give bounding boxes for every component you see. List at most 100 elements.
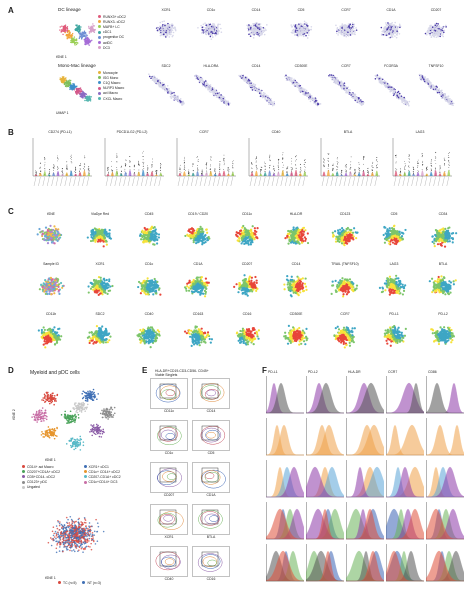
legend-label: C1Q Macro (103, 80, 121, 85)
cell-point (64, 31, 66, 34)
cell-point (350, 29, 353, 32)
cell-point (352, 23, 354, 26)
cell-point (63, 30, 65, 32)
cell-point (78, 88, 80, 91)
cell-point (202, 23, 205, 26)
violin-point (134, 165, 135, 167)
cell-point (425, 80, 428, 83)
cell-point (77, 25, 80, 28)
cell-point (173, 95, 176, 98)
violin-point (116, 161, 118, 163)
cell-point (86, 97, 88, 100)
cell-point (221, 95, 224, 97)
cell-point (75, 88, 78, 90)
cell-point (214, 32, 217, 34)
violin-point (83, 166, 85, 168)
cell-point (62, 82, 64, 84)
cell-point (387, 24, 389, 27)
cell-point (167, 89, 170, 92)
dc-marker-row: XCR1 CD1c CD14 CD5 CCR7 CD1A CD207 (145, 8, 465, 60)
cell-point (336, 30, 338, 33)
cell-point (64, 26, 66, 29)
cell-point (339, 28, 342, 30)
cell-point (298, 88, 301, 91)
cell-point (217, 24, 219, 27)
cell-point (212, 29, 215, 32)
cell-point (158, 82, 161, 85)
cell-point (378, 80, 380, 82)
cell-point (399, 97, 401, 99)
violin-point (155, 173, 157, 174)
cell-point (259, 95, 262, 98)
cell-point (441, 34, 443, 36)
cell-point (436, 90, 439, 92)
violin-point (39, 168, 41, 169)
cell-point (392, 91, 395, 94)
cell-point (69, 31, 71, 34)
violin-point (53, 164, 55, 165)
cell-point (402, 102, 405, 105)
violin-point (138, 160, 140, 162)
violin-point (151, 166, 153, 168)
cell-point (436, 91, 439, 94)
cell-point (385, 22, 387, 24)
legend-label: CXCL Macro (103, 96, 123, 101)
cell-point (443, 97, 446, 99)
cell-point (172, 96, 175, 99)
cell-point (220, 97, 223, 100)
cell-point (260, 94, 263, 96)
cell-point (61, 25, 63, 27)
cell-point (197, 78, 199, 81)
violin-point (87, 168, 89, 170)
violin-point (143, 166, 144, 167)
cell-point (385, 32, 388, 35)
cell-point (388, 33, 390, 35)
cell-point (376, 74, 379, 76)
violin-point (88, 170, 90, 172)
cell-point (246, 25, 249, 27)
violin-point (125, 159, 127, 161)
cell-point (443, 29, 446, 32)
cell-point (443, 96, 446, 98)
violin-point (179, 171, 181, 172)
cell-point (64, 85, 67, 88)
violin-point (151, 164, 153, 166)
violin-point (44, 168, 46, 170)
cell-point (354, 97, 356, 100)
cell-point (435, 22, 438, 25)
cell-point (93, 25, 96, 27)
cell-point (293, 80, 296, 83)
cell-point (220, 99, 222, 102)
cell-point (162, 86, 164, 89)
feature-plot-title: CCR7 (341, 8, 351, 12)
violin-point (179, 166, 181, 168)
cell-point (438, 25, 441, 27)
legend-swatch (98, 86, 101, 90)
cell-point (393, 89, 396, 92)
cell-point (351, 96, 354, 99)
cell-point (204, 22, 206, 25)
cell-point (269, 101, 272, 104)
cell-point (341, 83, 344, 86)
cell-point (87, 42, 90, 44)
cell-point (354, 33, 356, 36)
cell-point (162, 33, 165, 36)
cell-point (169, 95, 172, 98)
violin-point (133, 169, 135, 171)
violin-point (142, 169, 144, 171)
violin-point (70, 154, 72, 156)
cell-point (442, 33, 444, 35)
cell-point (151, 79, 154, 81)
cell-point (396, 94, 398, 97)
cell-point (404, 99, 407, 102)
feature-plot-scatter (194, 74, 231, 106)
cell-point (285, 74, 287, 77)
cell-point (332, 78, 335, 81)
cell-point (205, 83, 207, 86)
cell-point (201, 29, 204, 31)
violin-point (53, 169, 54, 171)
cell-point (439, 35, 441, 38)
cell-point (437, 35, 439, 38)
cell-point (253, 88, 256, 91)
cell-point (298, 87, 301, 89)
